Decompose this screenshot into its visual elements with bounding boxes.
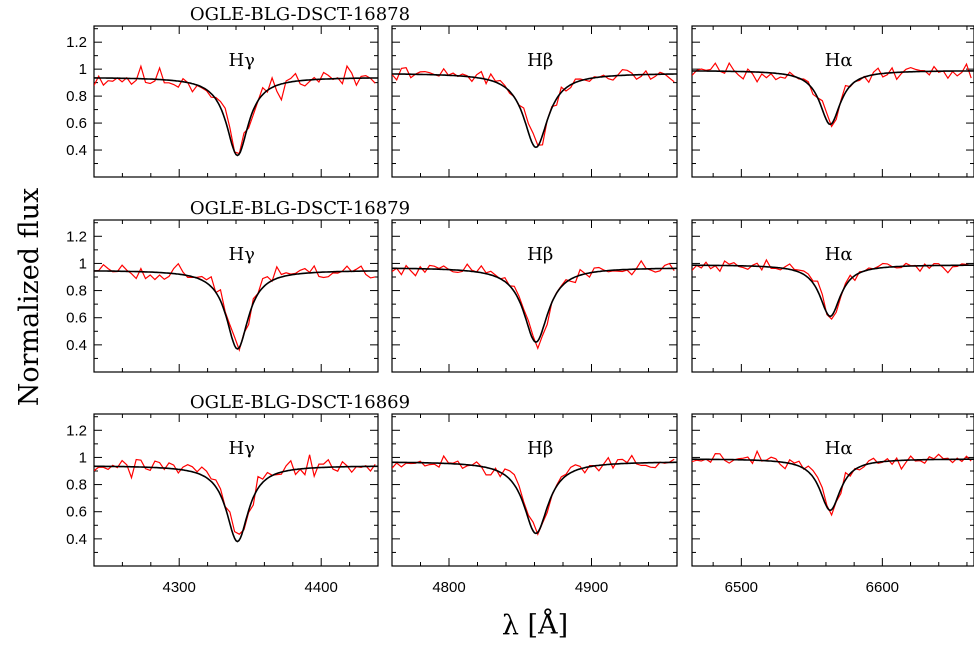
x-tick-label: 6600 — [866, 579, 899, 596]
y-tick-label: 0.8 — [66, 283, 87, 300]
x-axis-label: λ [Å] — [502, 608, 568, 641]
y-tick-label: 1.2 — [66, 34, 87, 51]
x-tick-label: 4900 — [575, 579, 608, 596]
spectrum-panel: 0.4 0.6 0.8 1 1.2 4300 4400 Hγ — [66, 413, 379, 596]
y-tick-label: 1.2 — [66, 228, 87, 245]
spectrum-panel: 0.4 0.6 0.8 1 1.2 Hγ — [66, 25, 379, 178]
line-label: Hγ — [228, 50, 254, 71]
model-spectrum — [692, 458, 974, 512]
line-label: Hβ — [527, 50, 553, 71]
line-label: Hα — [825, 244, 853, 265]
model-spectrum — [94, 465, 378, 543]
model-spectrum — [392, 73, 677, 149]
y-tick-label: 0.4 — [66, 142, 87, 159]
model-spectrum — [94, 77, 378, 157]
star-title: OGLE-BLG-DSCT-16878 — [190, 4, 410, 25]
y-tick-label: 0.6 — [66, 504, 87, 521]
spectrum-panel: 6500 6600 Hα — [691, 413, 974, 596]
observed-spectrum — [392, 259, 675, 350]
y-tick-label: 0.6 — [66, 115, 87, 132]
model-spectrum — [94, 270, 378, 350]
panel-frame — [391, 219, 678, 373]
line-label: Hα — [825, 50, 853, 71]
panel-frame — [691, 25, 974, 178]
x-tick-label: 4300 — [163, 579, 196, 596]
y-tick-label: 0.8 — [66, 88, 87, 105]
y-tick-label: 1 — [79, 61, 87, 78]
spectrum-panel: 4800 4900 Hβ — [391, 413, 678, 596]
panel-frame — [391, 25, 678, 178]
spectrum-panel: 0.4 0.6 0.8 1 1.2 Hγ — [66, 219, 379, 373]
line-label: Hβ — [527, 438, 553, 459]
observed-spectrum — [692, 61, 972, 128]
y-tick-label: 0.4 — [66, 337, 87, 354]
observed-spectrum — [94, 454, 376, 535]
line-label: Hγ — [228, 244, 254, 265]
star-title: OGLE-BLG-DSCT-16869 — [190, 392, 410, 413]
x-tick-label: 6500 — [725, 579, 758, 596]
observed-spectrum — [392, 454, 675, 536]
star-title: OGLE-BLG-DSCT-16879 — [190, 198, 410, 219]
y-tick-label: 0.8 — [66, 477, 87, 494]
spectrum-panel: Hα — [691, 219, 974, 373]
panels-layer: OGLE-BLG-DSCT-16878 0.4 0.6 0.8 1 1.2 Hγ Hβ Hα OG… — [66, 4, 974, 596]
line-label: Hγ — [228, 438, 254, 459]
line-label: Hα — [825, 438, 853, 459]
panel-frame — [691, 413, 974, 567]
spectrum-panel: Hα — [691, 25, 974, 178]
y-tick-label: 1.2 — [66, 422, 87, 439]
panel-frame — [93, 219, 379, 373]
observed-spectrum — [392, 67, 675, 146]
spectrum-panel: Hβ — [391, 25, 678, 178]
panel-frame — [391, 413, 678, 567]
y-tick-label: 1 — [79, 255, 87, 272]
x-tick-label: 4800 — [432, 579, 465, 596]
model-spectrum — [392, 461, 677, 535]
observed-spectrum — [692, 449, 972, 517]
line-label: Hβ — [527, 244, 553, 265]
x-tick-label: 4400 — [305, 579, 338, 596]
observed-spectrum — [94, 262, 376, 352]
y-axis-label: Normalized flux — [14, 188, 45, 406]
observed-spectrum — [692, 258, 972, 321]
model-spectrum — [392, 267, 677, 343]
y-tick-label: 0.4 — [66, 531, 87, 548]
panel-frame — [93, 413, 379, 567]
spectrum-panel: Hβ — [391, 219, 678, 373]
y-tick-label: 0.6 — [66, 310, 87, 327]
y-tick-label: 1 — [79, 449, 87, 466]
panel-frame — [691, 219, 974, 373]
model-spectrum — [692, 70, 974, 126]
model-spectrum — [692, 264, 974, 318]
